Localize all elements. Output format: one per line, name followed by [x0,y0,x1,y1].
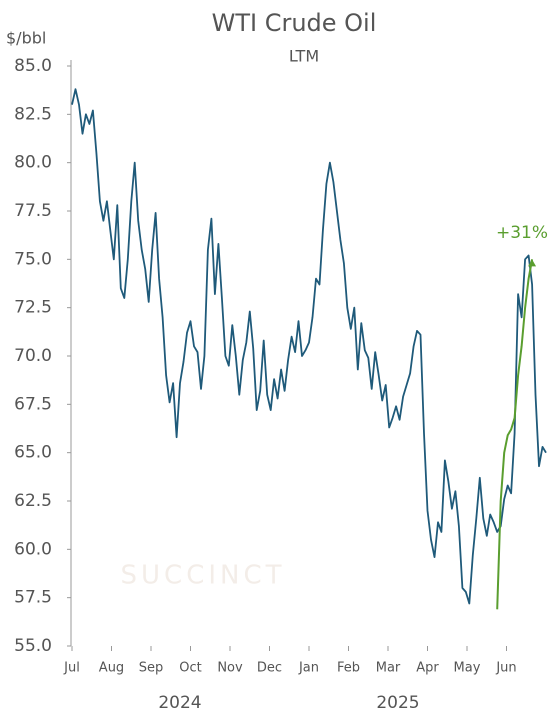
y-tick-label: 65.0 [14,443,52,463]
y-tick-label: 70.0 [14,346,52,366]
y-tick-label: 67.5 [14,394,52,414]
y-tick-label: 55.0 [14,636,52,656]
x-tick-label: Sep [139,661,164,676]
y-tick-label: 80.0 [14,153,52,173]
watermark: SUCCINCT [121,561,286,591]
x-tick-label: Nov [217,661,243,676]
x-tick-label: Apr [416,661,439,676]
y-tick-label: 75.0 [14,249,52,269]
chart-subtitle: LTM [289,47,319,66]
y-tick-label: 85.0 [14,56,52,76]
chart-title: WTI Crude Oil [212,9,377,37]
y-tick-label: 62.5 [14,491,52,511]
x-tick-label: Mar [376,661,401,676]
line [71,88,547,605]
annotation: +31% [496,223,548,243]
x-tick-label: Oct [179,661,201,676]
y-tick-label: 77.5 [14,201,52,221]
x-tick-label: Jan [298,661,319,676]
x-tick-label: May [454,661,481,676]
y-tick-label: 82.5 [14,104,52,124]
y-tick-label: 57.5 [14,588,52,608]
y-axis-label: $/bbl [6,29,46,48]
arrow-head [528,259,537,267]
x-tick-label: Feb [337,661,360,676]
y-tick-label: 60.0 [14,539,52,559]
year-label: 2024 [158,693,201,713]
x-tick-label: Aug [99,661,124,676]
x-tick-label: Jul [63,661,80,676]
x-tick-label: Jun [495,661,516,676]
line [496,259,534,610]
year-label: 2025 [376,693,419,713]
y-tick-label: 72.5 [14,298,52,318]
x-tick-label: Dec [257,661,282,676]
